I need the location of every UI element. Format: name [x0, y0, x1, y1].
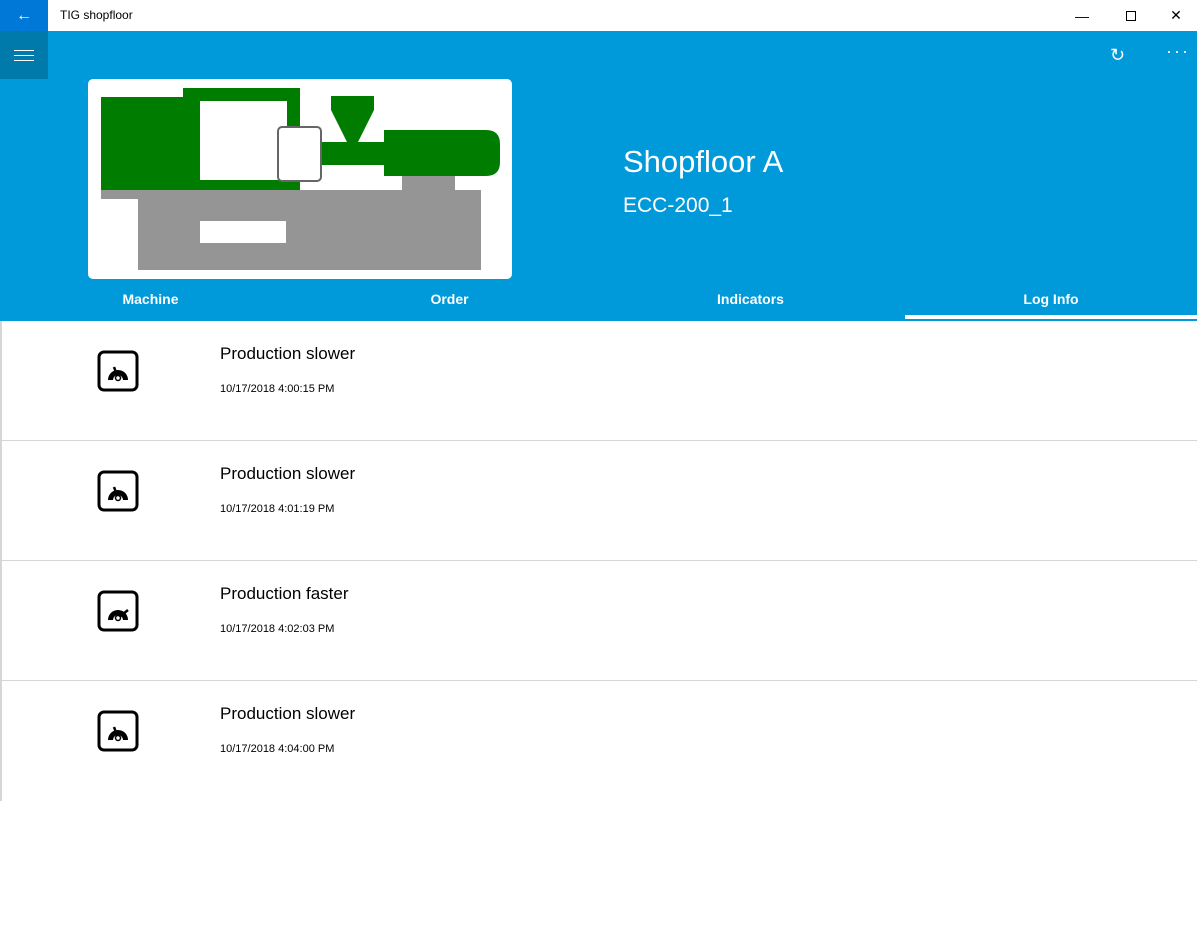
log-timestamp: 10/17/2018 4:04:00 PM: [220, 743, 335, 755]
log-timestamp: 10/17/2018 4:00:15 PM: [220, 383, 335, 395]
close-button[interactable]: ✕: [1153, 0, 1197, 31]
gauge-slow-icon: [97, 470, 139, 512]
log-item[interactable]: Production faster 10/17/2018 4:02:03 PM: [0, 561, 1197, 681]
log-item[interactable]: Production slower 10/17/2018 4:01:19 PM: [0, 441, 1197, 561]
close-icon: ✕: [1170, 7, 1182, 23]
log-timestamp: 10/17/2018 4:02:03 PM: [220, 623, 335, 635]
machine-id: ECC-200_1: [623, 194, 733, 217]
minimize-icon: —: [1075, 7, 1089, 24]
tab-log-info[interactable]: Log Info: [905, 291, 1197, 319]
shopfloor-title: Shopfloor A: [623, 144, 784, 179]
more-icon: ···: [1166, 41, 1190, 61]
log-title: Production faster: [220, 584, 349, 603]
gauge-fast-icon: [97, 590, 139, 632]
tab-machine[interactable]: Machine: [122, 291, 179, 307]
log-item[interactable]: Production slower 10/17/2018 4:00:15 PM: [0, 321, 1197, 441]
maximize-button[interactable]: [1108, 0, 1154, 31]
log-title: Production slower: [220, 704, 356, 723]
log-title: Production slower: [220, 464, 356, 483]
hamburger-menu-button[interactable]: [0, 31, 48, 79]
maximize-icon: [1126, 10, 1136, 21]
refresh-button[interactable]: ↻: [1110, 45, 1125, 66]
more-button[interactable]: ···: [1166, 41, 1190, 62]
log-title: Production slower: [220, 344, 356, 363]
back-button[interactable]: ←: [0, 0, 48, 31]
machine-image: [88, 79, 512, 279]
log-timestamp: 10/17/2018 4:01:19 PM: [220, 503, 335, 515]
minimize-button[interactable]: —: [1059, 0, 1105, 31]
tab-order[interactable]: Order: [430, 291, 469, 307]
refresh-icon: ↻: [1110, 45, 1126, 65]
log-item[interactable]: Production slower 10/17/2018 4:04:00 PM: [0, 681, 1197, 801]
tab-indicators[interactable]: Indicators: [717, 291, 784, 307]
arrow-left-icon: ←: [16, 6, 32, 24]
gauge-slow-icon: [97, 710, 139, 752]
header: ↻ ··· Shopfloor A ECC-200_1 Machine Orde…: [0, 31, 1197, 321]
app-title: TIG shopfloor: [60, 8, 133, 22]
log-list: Production slower 10/17/2018 4:00:15 PM Pr…: [0, 321, 1197, 801]
gauge-slow-icon: [97, 350, 139, 392]
title-bar: ← TIG shopfloor — ✕: [0, 0, 1197, 31]
